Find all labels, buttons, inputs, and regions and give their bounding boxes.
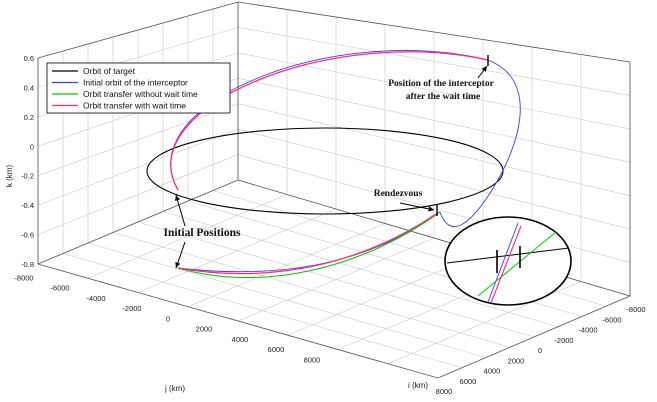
zoom-target-orbit (446, 247, 570, 264)
tick-label-i: -6000 (602, 315, 621, 324)
tick-label-i: 2000 (508, 356, 525, 365)
legend-label: Orbit transfer with wait time (83, 101, 186, 111)
tick-label-j: -6000 (50, 284, 69, 293)
grid-line-i-floor (87, 194, 288, 279)
annot-wait-position-arrow-head (481, 66, 487, 72)
series-transfer-with-wait (170, 51, 489, 191)
tick-label-i: -8000 (626, 305, 645, 314)
annotations: Position of the interceptor after the wai… (163, 65, 495, 269)
box-bottom-front (37, 263, 631, 379)
tick-label-i: 0 (538, 346, 542, 355)
tick-label-i: -4000 (578, 326, 597, 335)
axis-label-i: i (km) (408, 381, 428, 390)
annot-initial-arrow-upper-head (175, 195, 180, 201)
series-orbit-of-target (146, 127, 504, 215)
tick-label-j: 4000 (232, 335, 249, 344)
orbit-curves (146, 50, 521, 279)
tick-label-j: -4000 (86, 294, 105, 303)
annot-initial-arrow-lower-head (175, 262, 181, 268)
tick-label-k: 0 (30, 142, 34, 151)
tick-label-j: -2000 (122, 304, 141, 313)
tick-label-k: 0.6 (24, 54, 34, 63)
zoom-inset-frame (444, 216, 572, 306)
tick-label-k: -0.2 (21, 172, 34, 181)
zoom-transfer-no-wait (477, 231, 557, 297)
annot-rendezvous-arrow-head (428, 206, 434, 212)
zoom-transfer-wait (490, 225, 522, 304)
grid-line-i-floor (137, 208, 337, 293)
legend-label: Orbit transfer without wait time (83, 89, 198, 99)
axis-labels: k (km) j (km) i (km) (5, 165, 428, 393)
tick-label-j: 0 (166, 314, 170, 323)
legend-label: Initial orbit of the interceptor (83, 78, 188, 88)
annot-initial-positions: Initial Positions (163, 227, 241, 239)
zoom-inset (444, 216, 572, 306)
axis-label-j: j (km) (164, 384, 185, 393)
annot-rendezvous: Rendezvous (374, 189, 423, 199)
tick-label-j: 8000 (304, 355, 321, 364)
tick-label-j: 2000 (196, 325, 213, 334)
tick-label-k: 0.2 (24, 113, 34, 122)
legend: Orbit of target Initial orbit of the inte… (46, 62, 231, 114)
axis-label-k: k (km) (5, 165, 14, 188)
box-top-back (37, 1, 631, 63)
legend-label: Orbit of target (83, 66, 136, 76)
tick-label-k: -0.6 (21, 231, 34, 240)
tick-label-i: 4000 (484, 367, 501, 376)
tick-label-i: -2000 (554, 336, 573, 345)
grid-line-i-floor (187, 223, 386, 308)
series-transfer-with-wait-lower (177, 213, 437, 275)
zoom-initial-orbit (487, 222, 519, 303)
annot-wait-position-line2: after the wait time (406, 92, 480, 102)
tick-labels: 0.6 0.4 0.2 0 -0.2 -0.4 -0.6 -0.8 -8000 -6000 -400… (14, 54, 645, 396)
tick-label-i: 6000 (460, 377, 477, 386)
series-transfer-without-wait (177, 211, 441, 279)
tick-label-k: -0.8 (21, 260, 34, 269)
tick-label-j: -8000 (14, 273, 33, 282)
tick-label-i: 8000 (436, 387, 453, 396)
tick-label-j: 6000 (268, 345, 285, 354)
tick-label-k: 0.4 (24, 83, 34, 92)
annot-rendezvous-arrow (399, 202, 435, 211)
grid-line-i-floor (237, 237, 435, 322)
grid-line-z (37, 103, 631, 196)
grid-line-z (37, 1, 631, 63)
tick-label-k: -0.4 (21, 201, 34, 210)
annot-wait-position-line1: Position of the interceptor (388, 79, 494, 89)
